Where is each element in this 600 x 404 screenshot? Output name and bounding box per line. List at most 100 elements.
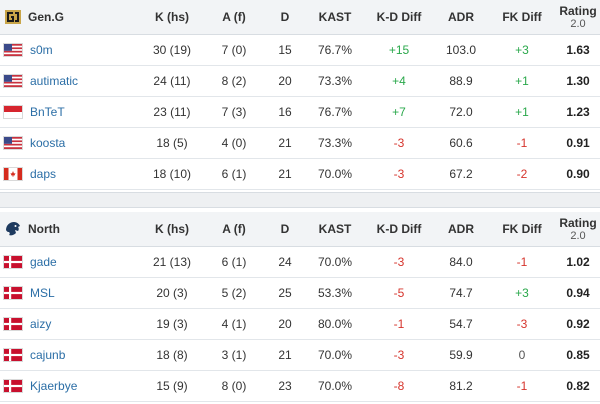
assists-cell: 8 (2) bbox=[204, 65, 264, 97]
flag-dk-icon bbox=[4, 349, 22, 361]
rating-cell: 0.92 bbox=[556, 308, 600, 340]
kd-diff-cell: -5 bbox=[364, 277, 434, 309]
player-link[interactable]: autimatic bbox=[30, 74, 79, 88]
col-kast-header[interactable]: KAST bbox=[306, 0, 364, 35]
kd-diff-cell: +15 bbox=[364, 34, 434, 66]
geng-logo-icon bbox=[4, 8, 22, 26]
player-link[interactable]: Kjaerbye bbox=[30, 379, 78, 393]
col-kd-header[interactable]: K-D Diff bbox=[364, 0, 434, 35]
kills-cell: 18 (10) bbox=[140, 158, 204, 190]
rating-cell: 1.30 bbox=[556, 65, 600, 97]
col-k-header[interactable]: K (hs) bbox=[140, 0, 204, 35]
player-link[interactable]: BnTeT bbox=[30, 105, 65, 119]
kast-cell: 70.0% bbox=[306, 246, 364, 278]
adr-cell: 60.6 bbox=[434, 127, 488, 159]
assists-cell: 3 (1) bbox=[204, 339, 264, 371]
rating-cell: 0.91 bbox=[556, 127, 600, 159]
table-row: autimatic 24 (11) 8 (2) 20 73.3% +4 88.9 +1 1.30 bbox=[0, 65, 600, 97]
kd-diff-cell: -8 bbox=[364, 370, 434, 402]
col-adr-header[interactable]: ADR bbox=[434, 0, 488, 35]
col-fk-header[interactable]: FK Diff bbox=[488, 0, 556, 35]
kills-cell: 19 (3) bbox=[140, 308, 204, 340]
kills-cell: 20 (3) bbox=[140, 277, 204, 309]
player-cell: aizy bbox=[0, 308, 140, 340]
fk-diff-cell: +1 bbox=[488, 65, 556, 97]
col-rating-header[interactable]: Rating 2.0 bbox=[556, 0, 600, 35]
table-header-row: North K (hs) A (f) D KAST K-D Diff ADR FK Diff R… bbox=[0, 212, 600, 247]
col-adr-header[interactable]: ADR bbox=[434, 212, 488, 247]
assists-cell: 6 (1) bbox=[204, 246, 264, 278]
rating-cell: 1.63 bbox=[556, 34, 600, 66]
player-link[interactable]: koosta bbox=[30, 136, 66, 150]
deaths-cell: 24 bbox=[264, 246, 306, 278]
kills-cell: 23 (11) bbox=[140, 96, 204, 128]
col-kast-header[interactable]: KAST bbox=[306, 212, 364, 247]
fk-diff-cell: 0 bbox=[488, 339, 556, 371]
col-d-header[interactable]: D bbox=[264, 0, 306, 35]
adr-cell: 59.9 bbox=[434, 339, 488, 371]
player-link[interactable]: cajunb bbox=[30, 348, 66, 362]
assists-cell: 4 (1) bbox=[204, 308, 264, 340]
col-fk-header[interactable]: FK Diff bbox=[488, 212, 556, 247]
kd-diff-cell: -1 bbox=[364, 308, 434, 340]
deaths-cell: 25 bbox=[264, 277, 306, 309]
player-link[interactable]: MSL bbox=[30, 286, 55, 300]
flag-dk-icon bbox=[4, 287, 22, 299]
table-row: daps 18 (10) 6 (1) 21 70.0% -3 67.2 -2 0.90 bbox=[0, 158, 600, 190]
rating-cell: 0.90 bbox=[556, 158, 600, 190]
col-rating-header[interactable]: Rating 2.0 bbox=[556, 212, 600, 247]
team-name-cell[interactable]: North bbox=[0, 212, 140, 247]
deaths-cell: 21 bbox=[264, 158, 306, 190]
assists-cell: 6 (1) bbox=[204, 158, 264, 190]
table-row: s0m 30 (19) 7 (0) 15 76.7% +15 103.0 +3 1.63 bbox=[0, 34, 600, 66]
team-name[interactable]: North bbox=[28, 222, 60, 236]
player-cell: koosta bbox=[0, 127, 140, 159]
flag-us-icon bbox=[4, 44, 22, 56]
flag-us-icon bbox=[4, 75, 22, 87]
kd-diff-cell: +7 bbox=[364, 96, 434, 128]
player-cell: s0m bbox=[0, 34, 140, 66]
kd-diff-cell: -3 bbox=[364, 339, 434, 371]
col-d-header[interactable]: D bbox=[264, 212, 306, 247]
col-a-header[interactable]: A (f) bbox=[204, 212, 264, 247]
player-link[interactable]: aizy bbox=[30, 317, 52, 331]
kd-diff-cell: -3 bbox=[364, 158, 434, 190]
fk-diff-cell: +3 bbox=[488, 277, 556, 309]
assists-cell: 8 (0) bbox=[204, 370, 264, 402]
player-link[interactable]: daps bbox=[30, 167, 57, 181]
kills-cell: 24 (11) bbox=[140, 65, 204, 97]
table-row: cajunb 18 (8) 3 (1) 21 70.0% -3 59.9 0 0.85 bbox=[0, 339, 600, 371]
flag-id-icon bbox=[4, 106, 22, 118]
rating-cell: 1.23 bbox=[556, 96, 600, 128]
player-link[interactable]: gade bbox=[30, 255, 57, 269]
kills-cell: 18 (8) bbox=[140, 339, 204, 371]
team-stats-table: North K (hs) A (f) D KAST K-D Diff ADR FK Diff R… bbox=[0, 212, 600, 402]
kills-cell: 15 (9) bbox=[140, 370, 204, 402]
rating-version: 2.0 bbox=[570, 17, 586, 30]
player-cell: MSL bbox=[0, 277, 140, 309]
col-kd-header[interactable]: K-D Diff bbox=[364, 212, 434, 247]
col-a-header[interactable]: A (f) bbox=[204, 0, 264, 35]
fk-diff-cell: -1 bbox=[488, 246, 556, 278]
kast-cell: 76.7% bbox=[306, 34, 364, 66]
kast-cell: 70.0% bbox=[306, 339, 364, 371]
kills-cell: 30 (19) bbox=[140, 34, 204, 66]
team-name-cell[interactable]: Gen.G bbox=[0, 0, 140, 35]
table-header-row: Gen.G K (hs) A (f) D KAST K-D Diff ADR FK Diff R… bbox=[0, 0, 600, 35]
player-link[interactable]: s0m bbox=[30, 43, 53, 57]
rating-version: 2.0 bbox=[570, 229, 586, 242]
team-name[interactable]: Gen.G bbox=[28, 10, 65, 24]
col-k-header[interactable]: K (hs) bbox=[140, 212, 204, 247]
fk-diff-cell: -1 bbox=[488, 127, 556, 159]
deaths-cell: 23 bbox=[264, 370, 306, 402]
deaths-cell: 15 bbox=[264, 34, 306, 66]
deaths-cell: 16 bbox=[264, 96, 306, 128]
fk-diff-cell: +3 bbox=[488, 34, 556, 66]
kast-cell: 73.3% bbox=[306, 127, 364, 159]
adr-cell: 84.0 bbox=[434, 246, 488, 278]
adr-cell: 103.0 bbox=[434, 34, 488, 66]
deaths-cell: 20 bbox=[264, 65, 306, 97]
kast-cell: 73.3% bbox=[306, 65, 364, 97]
adr-cell: 81.2 bbox=[434, 370, 488, 402]
rating-cell: 0.82 bbox=[556, 370, 600, 402]
